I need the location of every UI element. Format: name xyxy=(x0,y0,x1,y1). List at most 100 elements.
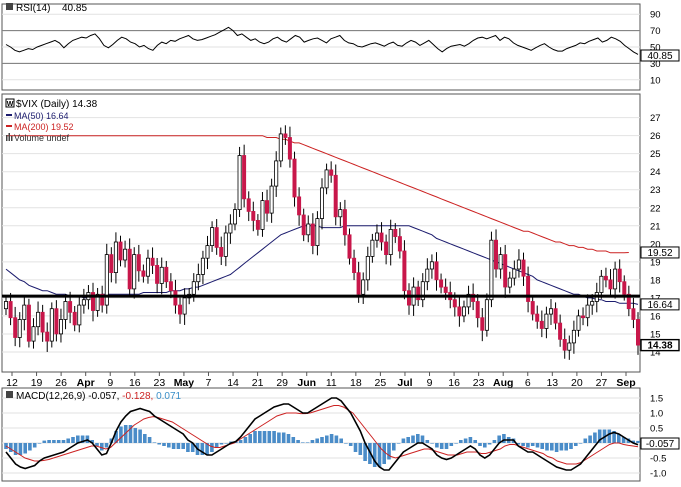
candlestick xyxy=(278,127,283,168)
price-last-value-boxes: 19.52 16.64 14.38 xyxy=(640,246,680,352)
macd-histogram-bar xyxy=(281,432,286,443)
candlestick xyxy=(77,296,82,333)
candle-body-up xyxy=(549,308,554,315)
macd-histogram-bar xyxy=(76,435,80,443)
candle-body-up xyxy=(269,185,274,214)
macd-histogram-bar xyxy=(66,438,70,443)
ma200-legend-swatch xyxy=(6,125,12,127)
candlestick xyxy=(8,292,13,326)
macd-histogram-bar xyxy=(569,443,573,449)
x-tick-label: 9 xyxy=(427,377,433,389)
candle-body-up xyxy=(49,308,54,342)
macd-histogram-bar xyxy=(267,431,272,443)
candlestick xyxy=(123,240,128,268)
candle-body-down xyxy=(347,234,352,259)
macd-histogram-bar xyxy=(123,425,128,443)
macd-histogram-bar xyxy=(382,443,386,464)
candle-body-down xyxy=(636,319,641,346)
macd-histogram-bar xyxy=(564,443,568,451)
candlestick xyxy=(461,300,466,323)
macd-histogram-bar xyxy=(47,440,51,443)
candle-body-down xyxy=(68,301,73,313)
candlestick xyxy=(439,273,444,294)
candlestick xyxy=(507,271,512,294)
macd-histogram-bar xyxy=(430,443,434,444)
vix-logo-icon: W xyxy=(5,98,15,108)
macd-histogram-bar xyxy=(459,440,463,443)
macd-histogram-bar xyxy=(214,443,219,448)
candle-body-down xyxy=(168,281,173,292)
candle-body-down xyxy=(109,254,114,274)
candle-body-up xyxy=(278,133,283,162)
ma50-legend-swatch xyxy=(6,114,12,116)
macd-histogram-bar xyxy=(157,443,161,445)
candlestick xyxy=(613,261,618,299)
candlestick xyxy=(109,247,114,283)
macd-histogram-bar xyxy=(406,437,410,443)
candlestick xyxy=(255,214,260,236)
candlestick xyxy=(127,238,132,298)
candle-body-down xyxy=(439,279,444,288)
candle-body-up xyxy=(512,268,517,279)
macd-histogram-bar xyxy=(100,443,104,451)
macd-histogram-bar xyxy=(143,434,147,443)
price-legend-ticker: $VIX (Daily) 14.38 xyxy=(16,99,98,110)
candle-body-down xyxy=(246,198,251,212)
candle-body-down xyxy=(402,250,407,292)
macd-histogram-bar xyxy=(291,437,296,443)
candle-body-down xyxy=(342,209,347,236)
macd-histogram-bar xyxy=(597,429,602,443)
candlestick xyxy=(113,232,118,284)
x-tick-label: 14 xyxy=(227,377,239,389)
macd-histogram-bar xyxy=(473,440,477,443)
macd-histogram-bar xyxy=(521,443,525,446)
macd-line xyxy=(5,397,639,471)
macd-histogram-bar xyxy=(492,440,497,443)
candle-body-down xyxy=(521,259,526,277)
macd-histogram-bar xyxy=(224,443,228,444)
rsi-tick-label: 30 xyxy=(650,59,661,70)
rsi-last-value-box-frame xyxy=(640,49,680,62)
candlestick xyxy=(338,202,343,227)
candlestick xyxy=(544,306,549,339)
price-tick-label: 16 xyxy=(650,311,661,322)
rsi-legend: RSI(14) 40.85 xyxy=(6,3,87,14)
macd-histogram-bar xyxy=(171,443,176,449)
candlestick xyxy=(164,260,169,288)
candlestick xyxy=(210,221,215,252)
macd-histogram-bar xyxy=(95,443,99,446)
candlestick xyxy=(571,320,576,354)
candlestick xyxy=(420,273,425,308)
macd-histogram-bar xyxy=(253,431,257,443)
candlestick xyxy=(182,288,187,325)
candle-body-up xyxy=(63,301,68,320)
candle-body-up xyxy=(95,293,100,311)
x-tick-label: 16 xyxy=(129,377,141,389)
macd-histogram-bar xyxy=(152,442,157,443)
candle-body-down xyxy=(581,315,586,319)
candlestick xyxy=(4,295,9,316)
candlestick xyxy=(155,258,160,294)
candlestick xyxy=(196,263,201,291)
candle-body-up xyxy=(567,342,572,351)
vix-logo-background xyxy=(5,98,15,108)
macd-histogram-bar xyxy=(420,435,425,443)
macd-histogram-bar xyxy=(607,429,612,443)
candle-body-down xyxy=(136,254,141,272)
candle-body-down xyxy=(310,223,315,247)
candle-body-down xyxy=(393,228,398,237)
candle-body-up xyxy=(370,239,375,257)
price-last-value: 16.64 xyxy=(647,300,672,311)
macd-histogram-bar xyxy=(310,440,315,443)
macd-histogram-bar xyxy=(71,437,75,443)
candlestick xyxy=(352,249,357,281)
macd-histogram-bar xyxy=(286,434,291,443)
macd-histogram-bar xyxy=(119,426,123,443)
rsi-last-value-box: 40.85 xyxy=(640,49,680,62)
candlestick xyxy=(237,146,242,218)
macd-histogram-bar xyxy=(277,432,281,443)
candle-body-down xyxy=(622,281,627,295)
candle-body-up xyxy=(274,160,279,187)
x-tick-label: 11 xyxy=(326,377,337,389)
price-tick-label: 20 xyxy=(650,239,661,250)
